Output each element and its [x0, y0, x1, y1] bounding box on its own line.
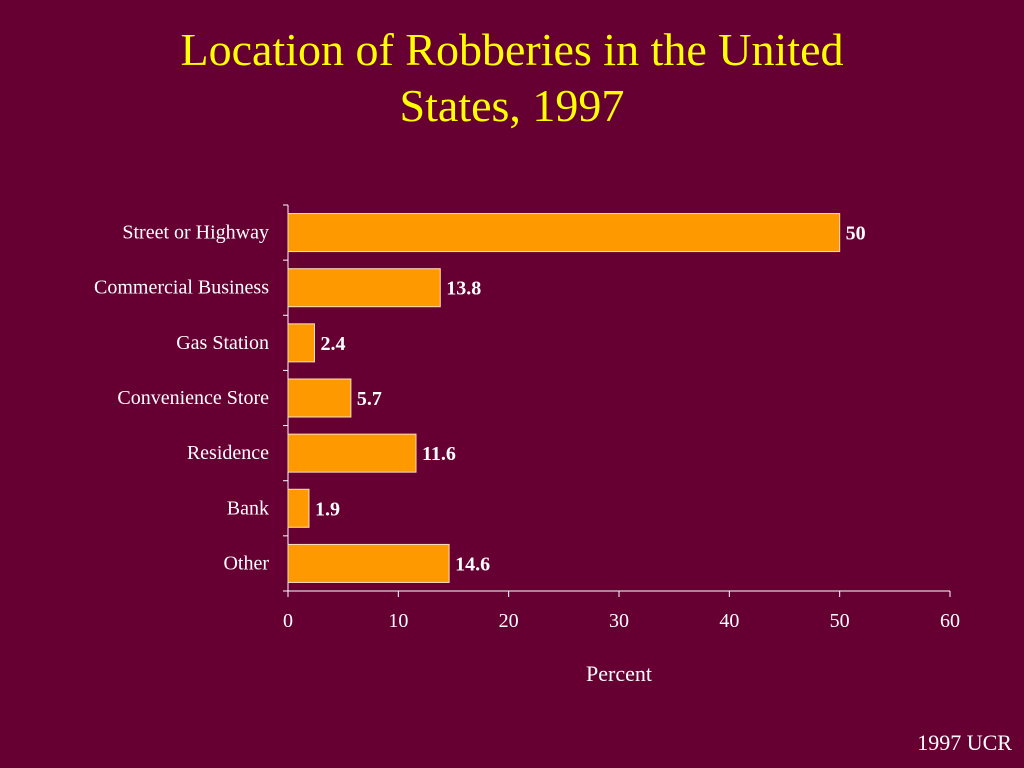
category-label: Convenience Store — [117, 387, 269, 409]
source-note: 1997 UCR — [917, 730, 1012, 755]
category-label: Gas Station — [176, 332, 269, 354]
chart-title: Location of Robberies in the United Stat… — [0, 22, 1024, 134]
bar-other — [287, 543, 450, 583]
data-label: 2.4 — [320, 333, 345, 355]
bar-gas-station — [287, 323, 315, 363]
data-label: 11.6 — [422, 443, 456, 465]
x-tick-label: 30 — [609, 610, 629, 632]
bar-bank — [287, 488, 310, 528]
chart-title-line-1: Location of Robberies in the United — [180, 24, 844, 75]
category-label: Street or Highway — [122, 222, 269, 244]
data-label: 13.8 — [446, 278, 481, 300]
x-tick-label: 40 — [719, 610, 739, 632]
x-tick-label: 10 — [388, 610, 408, 632]
data-label: 5.7 — [357, 388, 382, 410]
bar-chart: Street or Highway 50 Commercial Business 13… — [94, 204, 960, 686]
category-label: Bank — [227, 497, 269, 519]
x-tick-label: 60 — [940, 610, 960, 632]
bar-street-or-highway — [287, 213, 841, 253]
x-tick-label: 20 — [499, 610, 519, 632]
chart-title-line-2: States, 1997 — [399, 80, 625, 131]
bar-convenience-store — [287, 378, 352, 418]
data-label: 50 — [846, 223, 866, 245]
bar-residence — [287, 433, 417, 473]
x-tick-label: 50 — [830, 610, 850, 632]
x-axis-title: Percent — [586, 661, 652, 686]
category-label: Commercial Business — [94, 277, 269, 299]
category-label: Other — [223, 552, 269, 574]
bar-commercial-business — [287, 268, 441, 308]
category-label: Residence — [187, 442, 269, 464]
data-label: 14.6 — [455, 553, 490, 575]
data-label: 1.9 — [315, 498, 340, 520]
x-tick-label: 0 — [283, 610, 293, 632]
